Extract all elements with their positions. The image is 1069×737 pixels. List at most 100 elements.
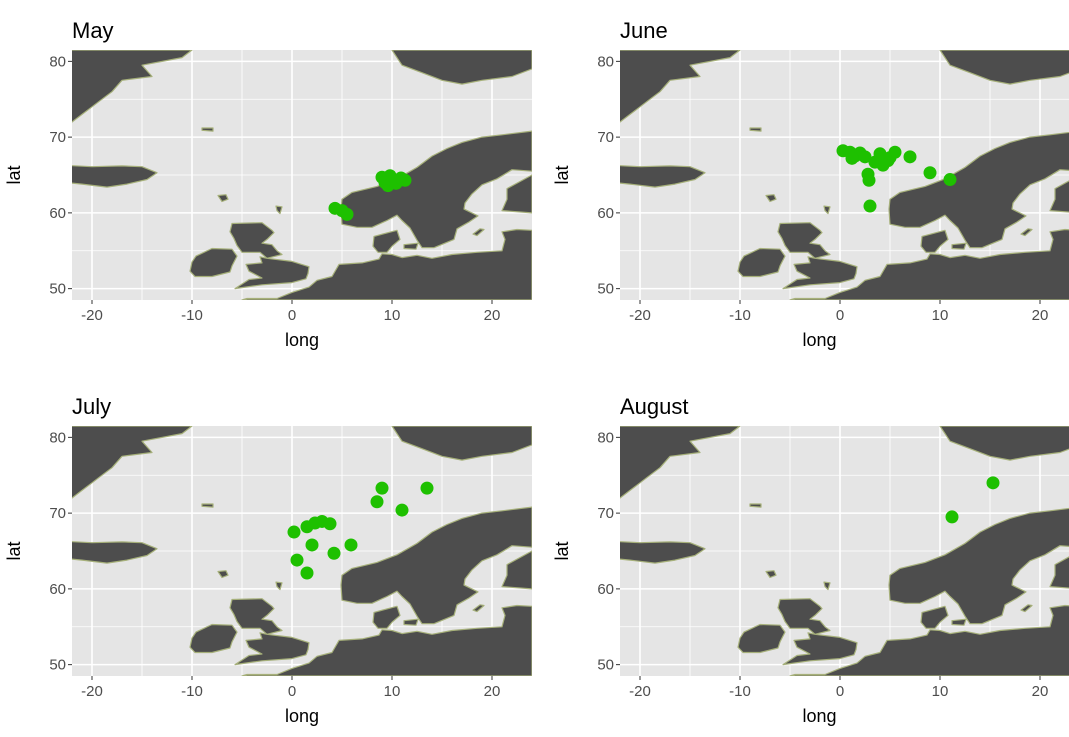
y-tick-label: 80 — [597, 53, 614, 70]
land-ireland — [189, 623, 238, 654]
data-point — [943, 173, 957, 187]
data-point — [945, 510, 959, 524]
land-gotland — [1020, 604, 1033, 613]
y-tick-label: 80 — [49, 53, 66, 70]
land-shetland — [275, 205, 283, 215]
y-tick-label: 70 — [597, 505, 614, 522]
land-greenland — [72, 426, 193, 499]
land-england — [782, 632, 858, 666]
x-axis-title: long — [285, 706, 319, 726]
panel-title: June — [620, 18, 668, 43]
x-tick-label: -10 — [181, 307, 203, 324]
plot-area — [620, 426, 1069, 676]
land-england — [234, 632, 310, 666]
data-point — [881, 154, 895, 168]
land-jan-mayen — [749, 503, 762, 508]
land-iceland — [72, 165, 158, 188]
land-jan-mayen — [201, 127, 214, 132]
x-tick-label: -10 — [729, 307, 751, 324]
land-svalbard — [391, 50, 532, 85]
land-gotland — [472, 604, 485, 613]
land-finland — [501, 550, 532, 590]
x-axis-title: long — [802, 706, 836, 726]
x-tick-label: 0 — [288, 683, 296, 700]
x-tick-label: -20 — [629, 683, 651, 700]
x-tick-label: -10 — [729, 683, 751, 700]
land-gotland — [472, 228, 485, 237]
x-tick-label: -20 — [81, 307, 103, 324]
land-scandinavia — [340, 506, 532, 625]
land-scotland — [777, 222, 831, 259]
y-tick-label: 60 — [49, 581, 66, 598]
land-jutland — [920, 605, 949, 629]
data-point — [323, 517, 337, 531]
land-faroe — [217, 570, 229, 579]
land-jutland — [372, 605, 401, 629]
plot-area — [72, 50, 532, 300]
x-tick-label: 20 — [484, 307, 501, 324]
data-point — [383, 169, 397, 183]
data-point — [398, 173, 412, 187]
data-point — [986, 476, 1000, 490]
y-tick-label: 60 — [597, 581, 614, 598]
y-tick-label: 50 — [49, 281, 66, 298]
y-tick-label: 50 — [49, 657, 66, 674]
land-shetland — [823, 581, 831, 591]
data-point — [903, 150, 917, 164]
land-iceland — [72, 541, 158, 564]
land-svalbard — [939, 426, 1069, 461]
data-point — [858, 150, 872, 164]
y-tick-label: 70 — [49, 505, 66, 522]
land-scotland — [777, 598, 831, 635]
data-point — [863, 199, 877, 213]
x-tick-label: -20 — [629, 307, 651, 324]
y-tick-label: 60 — [597, 205, 614, 222]
panel-august: August -20 -10 0 10 20 50 60 70 80 long lat — [552, 394, 1069, 726]
data-point — [305, 538, 319, 552]
land-faroe — [765, 194, 777, 203]
x-tick-label: 10 — [932, 683, 949, 700]
panel-june: June -20 -10 0 10 20 50 60 70 80 long lat — [552, 18, 1069, 350]
land-continent — [241, 604, 532, 676]
data-point — [395, 503, 409, 517]
land-england — [782, 256, 858, 290]
panel-title: August — [620, 394, 689, 419]
x-axis-title: long — [802, 330, 836, 350]
y-tick-label: 60 — [49, 205, 66, 222]
land-jutland — [372, 229, 401, 253]
plot-area — [620, 50, 1069, 300]
land-zealand — [403, 242, 419, 250]
y-tick-label: 70 — [597, 129, 614, 146]
y-axis-title: lat — [4, 541, 24, 560]
y-axis-title: lat — [4, 165, 24, 184]
y-tick-label: 80 — [49, 429, 66, 446]
data-point — [375, 481, 389, 495]
land-jan-mayen — [201, 503, 214, 508]
land-svalbard — [939, 50, 1069, 85]
x-tick-label: 20 — [1032, 683, 1049, 700]
land-finland — [1049, 556, 1069, 589]
data-point — [344, 538, 358, 552]
land-scandinavia — [340, 130, 532, 249]
x-tick-label: 0 — [836, 683, 844, 700]
x-tick-label: -10 — [181, 683, 203, 700]
land-scandinavia — [888, 507, 1069, 625]
land-shetland — [823, 205, 831, 215]
y-tick-label: 50 — [597, 657, 614, 674]
land-faroe — [217, 194, 229, 203]
y-axis-title: lat — [552, 165, 572, 184]
land-iceland — [620, 165, 706, 188]
land-continent — [241, 228, 532, 300]
land-zealand — [403, 618, 419, 626]
land-ireland — [189, 247, 238, 278]
data-point — [370, 495, 384, 509]
x-tick-label: 10 — [932, 307, 949, 324]
x-tick-label: 10 — [384, 683, 401, 700]
land-scandinavia — [888, 131, 1069, 249]
land-ireland — [737, 247, 786, 278]
land-greenland — [72, 50, 193, 123]
panel-may: May -20 -10 0 10 20 50 60 70 80 long lat — [4, 18, 532, 350]
data-point — [287, 525, 301, 539]
land-shetland — [275, 581, 283, 591]
